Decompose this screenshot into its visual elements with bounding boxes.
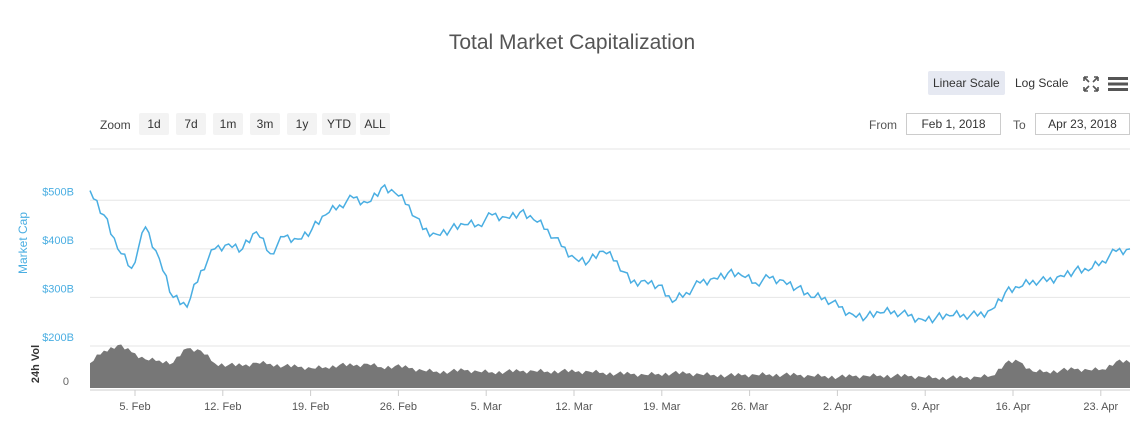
linear-scale-button[interactable]: Linear Scale bbox=[928, 71, 1005, 95]
log-scale-button[interactable]: Log Scale bbox=[1015, 76, 1069, 90]
volume-axis-label: 24h Vol bbox=[30, 345, 42, 383]
zoom-all-button[interactable]: ALL bbox=[360, 113, 390, 135]
zoom-label: Zoom bbox=[100, 118, 131, 132]
x-tick-label: 12. Mar bbox=[555, 401, 593, 413]
zoom-7d-button[interactable]: 7d bbox=[176, 113, 206, 135]
x-tick-label: 23. Apr bbox=[1083, 401, 1118, 413]
to-date-input[interactable] bbox=[1035, 113, 1130, 135]
market-cap-line bbox=[89, 183, 1131, 324]
x-tick-label: 26. Mar bbox=[731, 401, 769, 413]
zoom-ytd-button[interactable]: YTD bbox=[322, 113, 356, 135]
zoom-1d-button[interactable]: 1d bbox=[139, 113, 169, 135]
y-tick-label: $400B bbox=[42, 235, 74, 247]
y-tick-label: $300B bbox=[42, 283, 74, 295]
to-label: To bbox=[1013, 118, 1026, 132]
fullscreen-icon[interactable] bbox=[1082, 75, 1100, 93]
zoom-1y-button[interactable]: 1y bbox=[287, 113, 317, 135]
y-tick-label: $500B bbox=[42, 186, 74, 198]
x-tick-label: 26. Feb bbox=[380, 401, 417, 413]
x-tick-label: 9. Apr bbox=[911, 401, 940, 413]
x-tick-label: 16. Apr bbox=[996, 401, 1031, 413]
volume-area bbox=[90, 344, 1130, 388]
volume-zero-tick: 0 bbox=[63, 376, 69, 388]
chart-title: Total Market Capitalization bbox=[448, 31, 696, 54]
from-date-input[interactable] bbox=[906, 113, 1001, 135]
from-label: From bbox=[869, 118, 897, 132]
zoom-1m-button[interactable]: 1m bbox=[213, 113, 243, 135]
x-tick-label: 5. Feb bbox=[119, 401, 150, 413]
x-tick-label: 2. Apr bbox=[823, 401, 852, 413]
x-tick-label: 5. Mar bbox=[471, 401, 503, 413]
hamburger-menu-icon[interactable] bbox=[1108, 76, 1128, 92]
zoom-3m-button[interactable]: 3m bbox=[250, 113, 280, 135]
y-tick-label: $200B bbox=[42, 332, 74, 344]
y-axis-label: Market Cap bbox=[16, 212, 30, 274]
x-tick-label: 19. Mar bbox=[643, 401, 681, 413]
x-tick-label: 12. Feb bbox=[204, 401, 241, 413]
x-tick-label: 19. Feb bbox=[292, 401, 329, 413]
